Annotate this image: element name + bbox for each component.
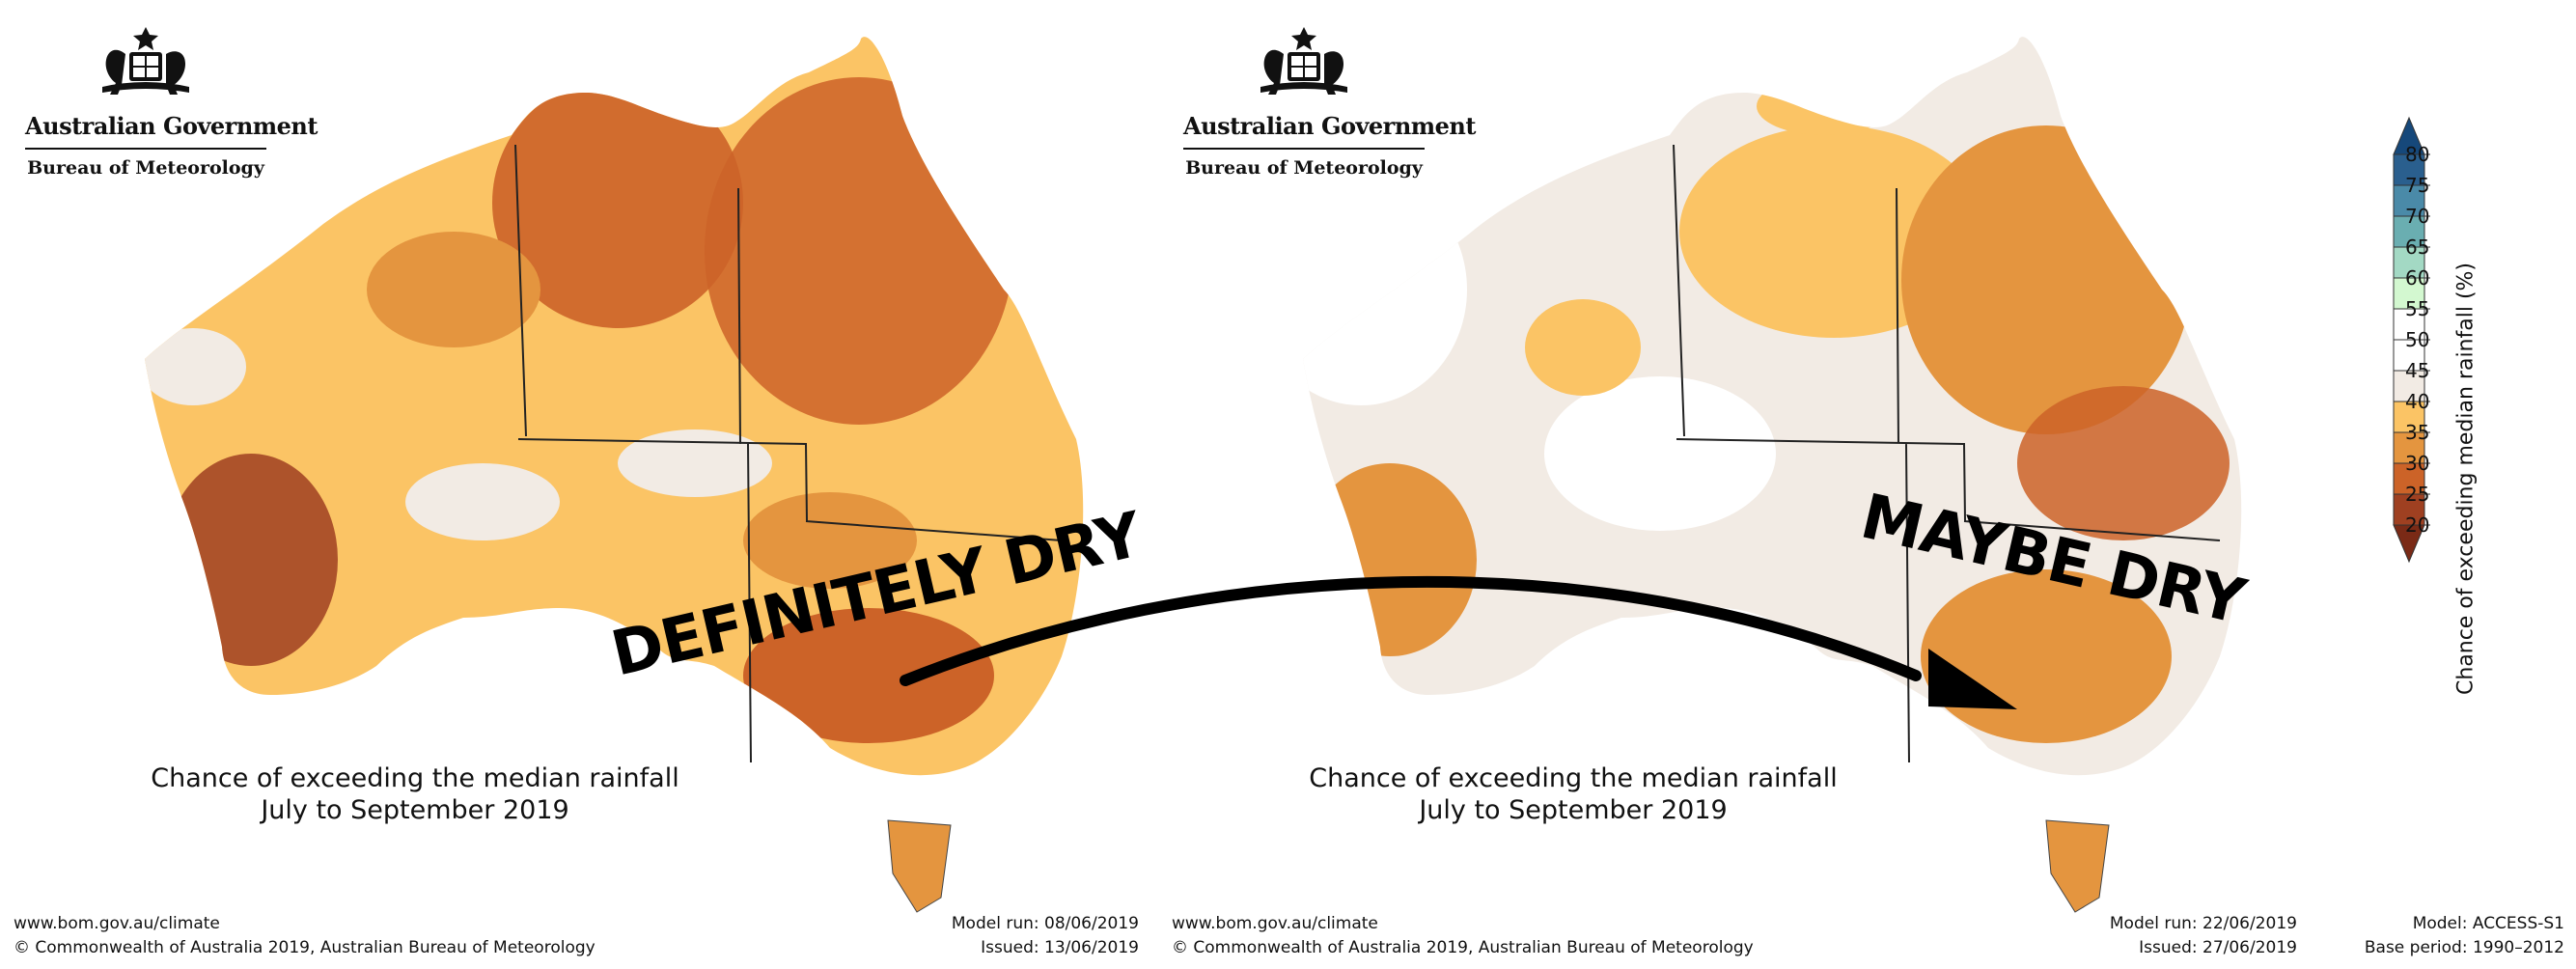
model-name: Model: ACCESS-S1 xyxy=(2412,914,2564,933)
colorbar-band-40-45 xyxy=(2393,370,2425,402)
bureau-name: Bureau of Meteorology xyxy=(1185,157,1423,179)
colorbar-tick-label: 45 xyxy=(2405,359,2430,382)
footer-source-right: www.bom.gov.au/climate © Commonwealth of… xyxy=(1172,912,1754,960)
issued-date: Issued: 13/06/2019 xyxy=(981,938,1139,957)
copyright-text: © Commonwealth of Australia 2019, Austra… xyxy=(14,938,596,957)
colorbar-band-30-35 xyxy=(2393,431,2425,464)
bureau-name: Bureau of Meteorology xyxy=(27,157,264,179)
colorbar-extend-bottom xyxy=(2393,524,2425,564)
colorbar-tick-label: 80 xyxy=(2405,143,2430,166)
colorbar-band-45-50 xyxy=(2393,339,2425,372)
colorbar xyxy=(2393,116,2430,564)
website-link[interactable]: www.bom.gov.au/climate xyxy=(14,914,220,933)
model-run-date: Model run: 08/06/2019 xyxy=(951,914,1139,933)
colorbar-band-50-55 xyxy=(2393,308,2425,341)
colorbar-tick-label: 65 xyxy=(2405,235,2430,259)
colorbar-tick-label: 20 xyxy=(2405,513,2430,537)
colorbar-tick-label: 35 xyxy=(2405,421,2430,444)
colorbar-tick-label: 70 xyxy=(2405,205,2430,228)
coat-of-arms-icon xyxy=(1260,27,1347,95)
colorbar-tick-label: 50 xyxy=(2405,328,2430,351)
colorbar-tick-label: 30 xyxy=(2405,452,2430,475)
colorbar-tick-label: 40 xyxy=(2405,390,2430,413)
copyright-text: © Commonwealth of Australia 2019, Austra… xyxy=(1172,938,1754,957)
caption-title: Chance of exceeding the median rainfall xyxy=(1309,763,1838,793)
colorbar-tick-label: 55 xyxy=(2405,297,2430,320)
footer-source-left: www.bom.gov.au/climate © Commonwealth of… xyxy=(14,912,596,960)
colorbar-band-70-75 xyxy=(2393,184,2425,217)
footer-dates-left: Model run: 08/06/2019 Issued: 13/06/2019 xyxy=(952,912,1139,960)
colorbar-tick-label: 75 xyxy=(2405,174,2430,197)
colorbar-band-25-30 xyxy=(2393,462,2425,495)
model-run-date: Model run: 22/06/2019 xyxy=(2109,914,2297,933)
colorbar-band-75-80 xyxy=(2393,153,2425,186)
colorbar-title: Chance of exceeding median rainfall (%) xyxy=(2453,262,2479,696)
forecast-map-panel-right: Australian Government Bureau of Meteorol… xyxy=(1158,0,2316,969)
map-caption-right: Chance of exceeding the median rainfall … xyxy=(1235,762,1911,826)
footer-dates-right: Model run: 22/06/2019 Issued: 27/06/2019 xyxy=(2110,912,2297,960)
website-link[interactable]: www.bom.gov.au/climate xyxy=(1172,914,1378,933)
forecast-map-panel-left: Australian Government Bureau of Meteorol… xyxy=(0,0,1158,969)
coat-of-arms-icon xyxy=(102,27,189,95)
colorbar-tick-label: 25 xyxy=(2405,483,2430,506)
colorbar-band-35-40 xyxy=(2393,401,2425,433)
rainfall-map-left xyxy=(145,37,1084,913)
model-info: Model: ACCESS-S1 Base period: 1990–2012 xyxy=(2365,912,2564,960)
colorbar-band-55-60 xyxy=(2393,277,2425,310)
map-caption-left: Chance of exceeding the median rainfall … xyxy=(77,762,753,826)
caption-period: July to September 2019 xyxy=(261,795,569,825)
caption-title: Chance of exceeding the median rainfall xyxy=(151,763,679,793)
issued-date: Issued: 27/06/2019 xyxy=(2139,938,2297,957)
colorbar-tick-label: 60 xyxy=(2405,266,2430,290)
caption-period: July to September 2019 xyxy=(1419,795,1728,825)
base-period: Base period: 1990–2012 xyxy=(2364,938,2564,957)
